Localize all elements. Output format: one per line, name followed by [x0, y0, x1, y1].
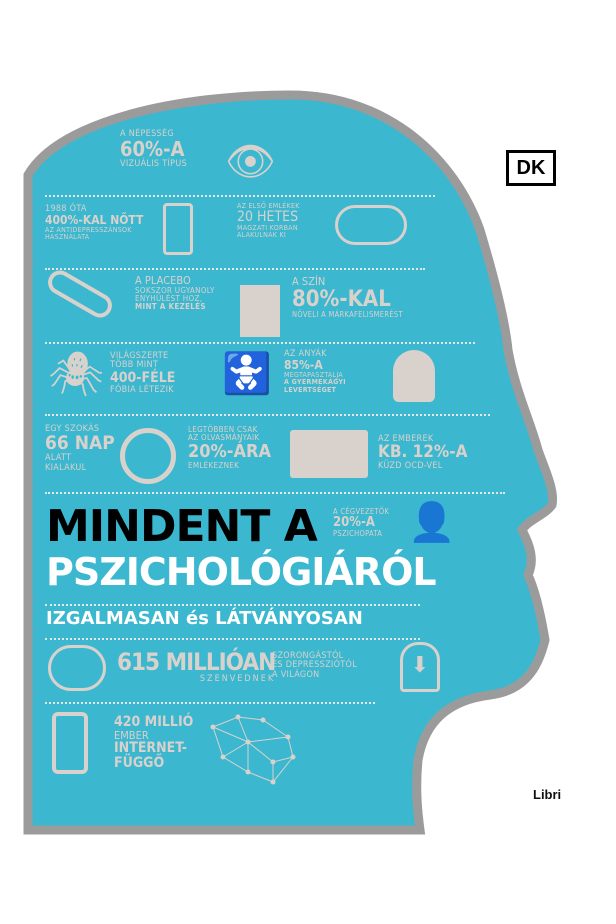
fact-text: 60%-A	[120, 137, 185, 162]
divider	[45, 195, 435, 197]
fact-text: MAGZATI KORBAN	[237, 224, 298, 233]
shopping-bag-icon	[240, 285, 280, 337]
fact-text: SOKSZOR UGYANOLY	[135, 285, 215, 295]
fact-text: HASZNÁLATA	[45, 233, 90, 242]
fact-text: ALATT	[45, 453, 72, 464]
fact-text: A GYERMEKÁGYI	[284, 378, 346, 387]
divider	[45, 604, 420, 606]
fact-anxiety: SZORONGÁSTÓL ÉS DEPRESSZIÓTÓL A VILÁGON	[272, 651, 358, 680]
fact-text: SZORONGÁSTÓL	[272, 651, 344, 661]
fact-text: AZ ANTIDEPRESSZÁNSOK	[45, 226, 132, 235]
fact-text: EMBER	[114, 728, 149, 742]
fact-anxiety-count: 615 MILLIÓAN SZENVEDNEK	[117, 648, 276, 685]
fact-text: 420 MILLIÓ	[114, 714, 194, 730]
pill-jar-icon	[163, 203, 193, 255]
fact-text: AZ ELSŐ EMLÉKEK	[237, 202, 300, 210]
fact-text: AZ OLVASMÁNYAIK	[188, 433, 260, 443]
fact-text: ÉS DEPRESSZIÓTÓL	[272, 660, 358, 671]
fact-placebo: A PLACEBO SOKSZOR UGYANOLY ENYHÜLÉST HOZ…	[135, 275, 215, 312]
fact-text: A SZÍN	[292, 275, 326, 288]
divider	[45, 414, 490, 416]
fact-phobias: VILÁGSZERTE TÖBB MINT 400-FÉLE FÓBIA LÉT…	[110, 351, 176, 395]
fact-text: EGY SZOKÁS	[45, 424, 100, 434]
phone-hand-icon	[52, 712, 88, 774]
publisher-logo: DK	[506, 150, 556, 186]
fact-internet: 420 MILLIÓ EMBER INTERNET- FÜGGŐ	[114, 715, 193, 771]
fact-ceos: A CÉGVEZETŐK 20%-A PSZICHOPATA	[333, 508, 389, 537]
fact-mothers: AZ ANYÁK 85%-A MEGTAPASZTALJA A GYERMEKÁ…	[284, 349, 346, 394]
fact-text: VIZUÁLIS TÍPUS	[120, 159, 188, 170]
fact-text: 20%-ÁRA	[188, 440, 272, 462]
fact-text: 400%-KAL NŐTT	[45, 213, 144, 228]
divider	[45, 268, 425, 270]
book-icon	[290, 430, 368, 478]
fact-text: FÜGGŐ	[114, 754, 165, 771]
fact-text: TÖBB MINT	[110, 360, 159, 371]
no-smoking-icon	[120, 428, 176, 484]
fact-text: ENYHÜLÉST HOZ,	[135, 293, 203, 303]
businessman-icon: 👤	[408, 500, 456, 544]
title-line-1: MINDENT A	[46, 501, 318, 552]
fact-antidepressants: 1988 ÓTA 400%-KAL NŐTT AZ ANTIDEPRESSZÁN…	[45, 204, 144, 242]
fact-text: A PLACEBO	[135, 274, 191, 287]
fact-text: 615 MILLIÓAN	[117, 648, 276, 676]
divider	[45, 492, 505, 494]
fact-text: MINT A KEZELÉS	[135, 302, 206, 312]
fact-text: A NÉPESSÉG	[120, 129, 174, 139]
title-line-2: PSZICHOLÓGIÁRÓL	[46, 550, 437, 594]
fact-text: ALAKULNAK KI	[237, 231, 287, 240]
subtitle: IZGALMASAN és LÁTVÁNYOSAN	[46, 608, 363, 629]
fact-reading: LEGTÖBBEN CSAK AZ OLVASMÁNYAIK 20%-ÁRA E…	[188, 425, 272, 470]
fact-text: MEGTAPASZTALJA	[284, 371, 343, 380]
divider	[45, 342, 475, 344]
fetus-cloud-icon	[335, 205, 407, 245]
fact-text: AZ ANYÁK	[284, 349, 327, 359]
fact-text: LEVERTSÉGET	[284, 385, 337, 394]
fact-visual: A NÉPESSÉG 60%-A VIZUÁLIS TÍPUS	[120, 129, 188, 170]
fact-ocd: AZ EMBEREK KB. 12%-A KÜZD OCD-VEL	[378, 434, 468, 472]
fact-text: PSZICHOPATA	[333, 528, 383, 538]
fact-text: INTERNET-	[114, 740, 188, 757]
fact-text: 20 HETES	[237, 209, 299, 226]
fact-text: A VILÁGON	[272, 669, 320, 680]
head-arrow-down-icon: ⬇	[400, 642, 440, 692]
fact-color: A SZÍN 80%-KAL NÖVELI A MÁRKAFELISMERÉST	[292, 276, 403, 319]
fact-habit: EGY SZOKÁS 66 NAP ALATT KIALAKUL	[45, 424, 115, 473]
fact-text: VILÁGSZERTE	[110, 351, 169, 361]
fact-text: 80%-KAL	[292, 286, 391, 312]
fact-text: 400-FÉLE	[110, 369, 176, 386]
mother-baby-icon: 🚼	[222, 351, 272, 397]
imprint-logo: Libri	[533, 787, 562, 802]
divider	[45, 638, 420, 640]
fact-text: AZ EMBEREK	[378, 434, 434, 444]
fact-text: A CÉGVEZETŐK	[333, 507, 390, 516]
fact-text: FÓBIA LÉTEZIK	[110, 384, 174, 395]
fact-text: 20%-A	[333, 514, 375, 530]
fact-text: KB. 12%-A	[378, 442, 468, 463]
fact-first-memories: AZ ELSŐ EMLÉKEK 20 HETES MAGZATI KORBAN …	[237, 202, 300, 240]
brain-icon	[48, 645, 106, 691]
fact-text: LEGTÖBBEN CSAK	[188, 425, 258, 434]
network-brain-icon	[210, 714, 296, 785]
fact-text: KIALAKUL	[45, 462, 87, 473]
eye-icon: 👁	[225, 139, 276, 185]
fact-text: 66 NAP	[45, 432, 115, 455]
fact-text: KÜZD OCD-VEL	[378, 461, 443, 472]
head-rain-icon	[393, 350, 435, 402]
fact-text: SZENVEDNEK	[199, 674, 276, 685]
spider-icon: 🕷	[48, 349, 104, 400]
fact-text: 1988 ÓTA	[45, 204, 87, 214]
fact-text: NÖVELI A MÁRKAFELISMERÉST	[292, 309, 403, 319]
divider	[45, 702, 375, 704]
fact-text: 85%-A	[284, 358, 323, 373]
fact-text: EMLÉKEZNEK	[188, 460, 240, 470]
